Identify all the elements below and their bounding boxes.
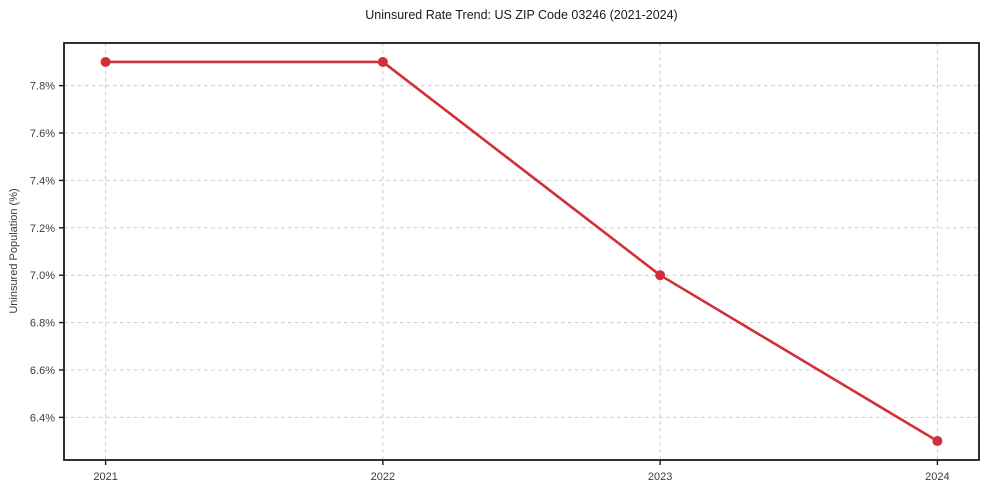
trend-line xyxy=(104,60,939,443)
x-tick-label: 2022 xyxy=(371,471,395,483)
y-tick-label: 7.4% xyxy=(30,175,55,187)
y-tick-label: 7.2% xyxy=(30,223,55,235)
x-tick-label: 2021 xyxy=(93,471,117,483)
y-tick-label: 7.6% xyxy=(30,128,55,140)
data-point-marker xyxy=(100,56,111,67)
data-point-marker xyxy=(655,270,666,281)
x-tick-label: 2023 xyxy=(648,471,672,483)
y-tick-label: 7.0% xyxy=(30,270,55,282)
chart-title: Uninsured Rate Trend: US ZIP Code 03246 … xyxy=(365,8,678,22)
y-tick-label: 6.4% xyxy=(30,412,55,424)
y-tick-label: 6.6% xyxy=(30,365,55,377)
data-point-marker xyxy=(932,436,943,447)
plot-border xyxy=(63,42,980,461)
y-tick-label: 6.8% xyxy=(30,318,55,330)
data-point-marker xyxy=(377,56,388,67)
x-tick-label: 2024 xyxy=(925,471,949,483)
y-tick-label: 7.8% xyxy=(30,81,55,93)
